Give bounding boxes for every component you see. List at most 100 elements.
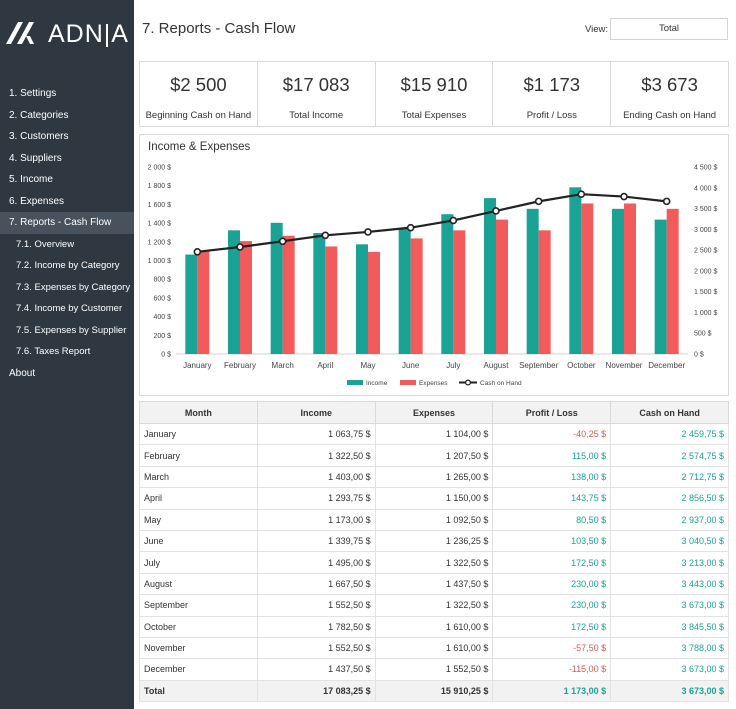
income-bar [398, 228, 411, 354]
table-cell: 1 610,00 $ [374, 636, 494, 660]
table-cell: 1 437,50 $ [256, 658, 376, 681]
expenses-bar [282, 235, 295, 354]
table-cell: 3 040,50 $ [610, 529, 729, 553]
cash-on-hand-point [620, 192, 628, 201]
expenses-bar [581, 203, 594, 354]
table-cell: 1 437,50 $ [374, 572, 494, 596]
table-cell: 3 673,00 $ [610, 658, 729, 681]
table-cell: 1 173,00 $ [256, 508, 376, 531]
y-right-tick-label: 1 500 $ [694, 289, 717, 296]
table-total-row: Total 17 083,25 $15 910,25 $1 173,00 $3 6… [139, 679, 729, 703]
brand-name: ADN|A [48, 20, 129, 48]
legend-expenses-label: Expenses [419, 380, 448, 387]
x-tick-label: December [648, 361, 685, 370]
table-cell: August [139, 572, 258, 596]
table-cell: April [139, 487, 258, 510]
kpi-label: Beginning Cash on Hand [145, 110, 252, 121]
income-bar [441, 214, 454, 354]
cash-on-hand-point [236, 243, 244, 251]
table-cell: 3 845,50 $ [610, 615, 729, 638]
sidebar-item-2[interactable]: 3. Customers [9, 131, 69, 142]
table-cell: 80,50 $ [492, 508, 612, 531]
sidebar-item-13[interactable]: About [9, 367, 36, 379]
table-row: February 1 322,50 $1 207,50 $115,00 $2 57… [139, 444, 729, 467]
cash-on-hand-point [321, 231, 330, 240]
sidebar-item-0[interactable]: 1. Settings [9, 88, 57, 99]
table-cell: March [139, 465, 258, 489]
cash-on-hand-point [278, 237, 287, 246]
kpi-label: Total Income [289, 110, 344, 121]
legend-cash-label: Cash on Hand [480, 380, 522, 387]
y-left-tick-label: 1 800 $ [148, 183, 171, 190]
income-bar [484, 198, 496, 354]
sidebar-item-10[interactable]: 7.4. Income by Customer [16, 303, 123, 314]
table-cell: 1 610,00 $ [374, 615, 494, 638]
income-bar [612, 208, 624, 354]
table-row: December 1 437,50 $1 552,50 $ -115,00 $3 6… [139, 658, 729, 681]
column-header: Expenses [374, 401, 494, 424]
table-cell: 3 213,00 $ [610, 551, 729, 574]
table-cell: 3 788,00 $ [610, 636, 729, 660]
table-cell: -115,00 $ [492, 658, 612, 681]
x-tick-label: April [317, 361, 333, 370]
table-cell: 1 552,50 $ [374, 658, 494, 681]
table-cell: December [139, 658, 258, 681]
table-cell: 1 265,00 $ [374, 465, 494, 489]
x-tick-label: October [567, 361, 596, 370]
kpi-card: $15 910 Total Expenses [376, 62, 494, 126]
table-row: May 1 173,00 $1 092,50 $80,50 $2 937,00 $ [139, 508, 729, 531]
x-tick-label: November [606, 361, 643, 370]
table-cell: 1 339,75 $ [256, 529, 376, 553]
y-right-tick-label: 500 $ [694, 331, 712, 338]
y-left-tick-label: 200 $ [153, 333, 171, 340]
y-left-tick-label: 1 200 $ [148, 239, 171, 246]
sidebar-item-8[interactable]: 7.2. Income by Category [16, 260, 120, 271]
sidebar-item-3[interactable]: 4. Suppliers [9, 152, 62, 164]
sidebar-item-9[interactable]: 7.3. Expenses by Category [16, 281, 131, 293]
sidebar-item-4[interactable]: 5. Income [9, 174, 53, 185]
kpi-label: Profit / Loss [526, 110, 577, 121]
y-left-tick-label: 1 600 $ [148, 202, 171, 209]
sidebar-item-12[interactable]: 7.6. Taxes Report [16, 346, 91, 357]
table-cell: October [139, 615, 258, 638]
income-bar [654, 219, 667, 354]
kpi-cards: $2 500 Beginning Cash on Hand $17 083 Total… [139, 61, 729, 127]
table-cell: 103,50 $ [492, 529, 612, 553]
expenses-bar [410, 238, 423, 354]
sidebar-item-6[interactable]: 7. Reports - Cash Flow [0, 212, 134, 234]
table-cell: February [139, 444, 258, 467]
income-expenses-chart: 2 000 $ 1 800 $ 1 600 $ 1 400 $ 1 200 $ 1 000… [139, 134, 729, 396]
x-tick-label: February [224, 361, 256, 370]
sidebar-item-5[interactable]: 6. Expenses [9, 195, 65, 207]
x-tick-label: January [183, 361, 211, 370]
sidebar-item-7[interactable]: 7.1. Overview [16, 238, 75, 250]
sidebar: ADN|A 1. Settings 2. Categories 3. Custome… [0, 0, 134, 709]
table-cell: Total [139, 679, 258, 703]
expenses-bar [538, 230, 551, 354]
y-right-tick-label: 2 500 $ [694, 248, 717, 255]
income-bar [526, 208, 539, 354]
x-tick-label: March [272, 361, 294, 370]
table-row: April 1 293,75 $1 150,00 $143,75 $2 856,5… [139, 487, 729, 510]
cash-on-hand-line [197, 193, 667, 253]
sidebar-item-1[interactable]: 2. Categories [9, 109, 69, 121]
table-cell: 1 667,50 $ [256, 572, 376, 596]
table-cell: 1 322,50 $ [256, 444, 376, 467]
table-cell: 172,50 $ [492, 551, 612, 574]
table-cell: 172,50 $ [492, 615, 612, 638]
income-bar [185, 254, 198, 354]
legend-income-swatch [347, 380, 363, 385]
income-bar [356, 244, 368, 354]
table-cell: January [139, 422, 258, 446]
table-cell: 1 150,00 $ [374, 487, 494, 510]
cash-flow-table: Month Income Expenses Profit / Loss Cash on … [139, 401, 729, 703]
kpi-value: $15 910 [400, 74, 468, 95]
sidebar-item-11[interactable]: 7.5. Expenses by Supplier [16, 324, 127, 336]
kpi-value: $2 500 [170, 74, 227, 95]
table-row: July 1 495,00 $1 322,50 $172,50 $3 213,00… [139, 551, 729, 574]
table-row: January 1 063,75 $1 104,00 $ -40,25 $2 459… [139, 422, 729, 446]
income-bar [228, 230, 240, 354]
y-left-tick-label: 2 000 $ [148, 165, 171, 172]
cash-on-hand-point [193, 247, 202, 256]
view-select[interactable]: Total [610, 18, 728, 40]
